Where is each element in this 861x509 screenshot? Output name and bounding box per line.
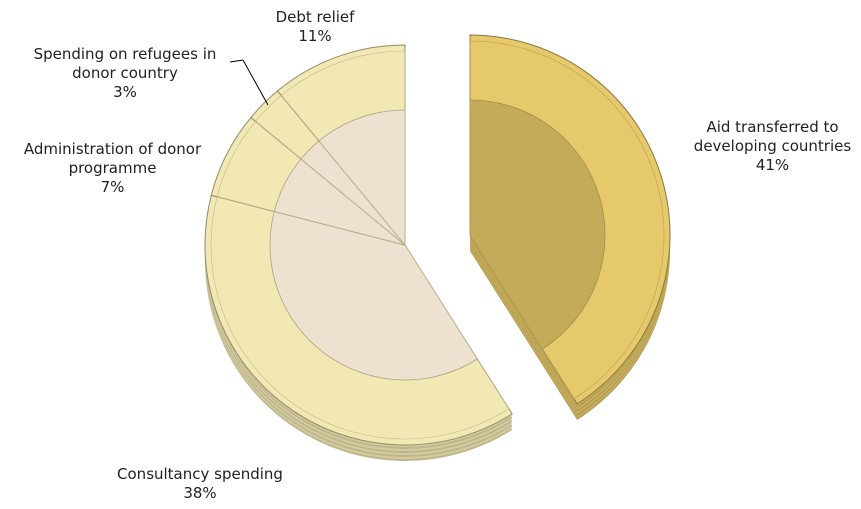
slice-edge (210, 196, 510, 440)
category-label: Spending on refugees in donor country (33, 45, 217, 82)
slice-center (269, 210, 478, 381)
slice-edge (469, 40, 665, 400)
value-label: 3% (113, 83, 137, 101)
slice-label: Spending on refugees in donor country 3% (10, 45, 240, 102)
leader-line (229, 59, 244, 63)
slice-label: Aid transferred to developing countries 4… (680, 118, 861, 175)
category-label: Administration of donor programme (23, 140, 202, 177)
slice-center (318, 109, 406, 247)
value-label: 41% (755, 156, 790, 174)
leader-line (242, 59, 269, 106)
value-label: 7% (100, 178, 125, 196)
slice-label: Consultancy spending 38% (100, 465, 300, 503)
category-label: Debt relief (275, 8, 355, 26)
value-label: 11% (298, 27, 332, 45)
slice-label: Administration of donor programme 7% (5, 140, 220, 197)
category-label: Consultancy spending (117, 465, 283, 483)
slice-edge (280, 50, 406, 246)
slice-label: Debt relief 11% (255, 8, 375, 46)
value-label: 38% (183, 484, 217, 502)
category-label: Aid transferred to developing countries (693, 118, 852, 155)
slice-center (469, 99, 606, 350)
